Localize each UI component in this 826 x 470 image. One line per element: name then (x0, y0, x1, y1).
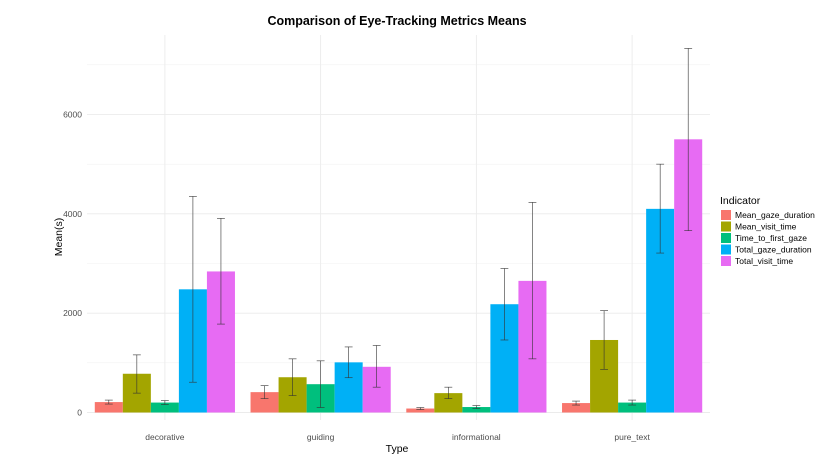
bar-Mean_gaze_duration-pure_text (562, 403, 591, 413)
chart-title: Comparison of Eye-Tracking Metrics Means (267, 14, 526, 28)
error-bar-Mean_visit_time-pure_text (600, 310, 609, 370)
legend-swatch-Mean_gaze_duration (721, 210, 731, 220)
error-bar-Mean_visit_time-guiding (288, 358, 297, 396)
x-tick-label: guiding (307, 432, 335, 442)
bar-Time_to_first_gaze-pure_text (618, 402, 647, 413)
error-bar-Time_to_first_gaze-decorative (160, 400, 169, 405)
legend-swatch-Total_gaze_duration (721, 244, 731, 255)
grid-lines (87, 35, 710, 420)
error-bar-Total_visit_time-informational (528, 202, 537, 360)
error-bar-Total_gaze_duration-decorative (188, 196, 197, 383)
legend-label-Mean_gaze_duration: Mean_gaze_duration (735, 210, 815, 220)
bar-Mean_visit_time-informational (434, 393, 463, 413)
x-tick-label: informational (452, 432, 501, 442)
x-tick-label: pure_text (614, 432, 650, 442)
error-bar-Time_to_first_gaze-pure_text (628, 399, 637, 406)
legend-label-Mean_visit_time: Mean_visit_time (735, 222, 797, 232)
error-bar-Total_visit_time-pure_text (684, 48, 693, 232)
bar-Time_to_first_gaze-decorative (150, 402, 179, 413)
legend: Indicator Mean_gaze_duration Mean_visit_t… (720, 195, 815, 266)
axes: 0 2000 4000 6000 decorative guiding informatio… (63, 109, 650, 442)
error-bar-Time_to_first_gaze-informational (472, 405, 481, 409)
error-bar-Time_to_first_gaze-guiding (316, 360, 325, 408)
x-tick-label: decorative (145, 432, 184, 442)
x-axis-title: Type (386, 443, 409, 455)
legend-items: Mean_gaze_duration Mean_visit_timeTime_to… (721, 210, 815, 266)
error-bar-Total_visit_time-guiding (372, 345, 381, 388)
bar-Mean_gaze_duration-guiding (250, 392, 279, 413)
bars (94, 139, 703, 413)
error-bar-Mean_visit_time-decorative (132, 354, 141, 394)
legend-title: Indicator (720, 195, 761, 207)
error-bar-Total_gaze_duration-pure_text (656, 163, 665, 254)
error-bar-Mean_gaze_duration-guiding (260, 385, 269, 399)
error-bar-Total_visit_time-decorative (217, 217, 225, 325)
bar-Time_to_first_gaze-informational (462, 407, 491, 413)
y-tick-label: 6000 (63, 109, 82, 119)
legend-label-Total_gaze_duration: Total_gaze_duration (735, 245, 812, 255)
bar-Mean_gaze_duration-informational (406, 408, 435, 413)
error-bar-Mean_gaze_duration-informational (416, 407, 425, 410)
error-bar-Total_gaze_duration-guiding (344, 346, 353, 379)
y-tick-label: 0 (77, 408, 82, 418)
error-bar-Mean_gaze_duration-decorative (104, 399, 113, 405)
error-bar-Mean_gaze_duration-pure_text (572, 400, 580, 406)
legend-label-Time_to_first_gaze: Time_to_first_gaze (735, 233, 807, 243)
legend-swatch-Total_visit_time (721, 256, 731, 266)
error-bar-Mean_visit_time-informational (444, 386, 453, 399)
y-tick-label: 4000 (63, 209, 82, 219)
bar-Mean_gaze_duration-decorative (94, 402, 123, 413)
legend-label-Total_visit_time: Total_visit_time (735, 256, 793, 266)
legend-swatch-Time_to_first_gaze (721, 233, 731, 243)
y-tick-label: 2000 (63, 308, 82, 318)
error-bars (104, 48, 693, 410)
y-axis-title: Mean(s) (53, 218, 65, 257)
legend-swatch-Mean_visit_time (721, 221, 731, 232)
error-bar-Total_gaze_duration-informational (500, 268, 509, 341)
